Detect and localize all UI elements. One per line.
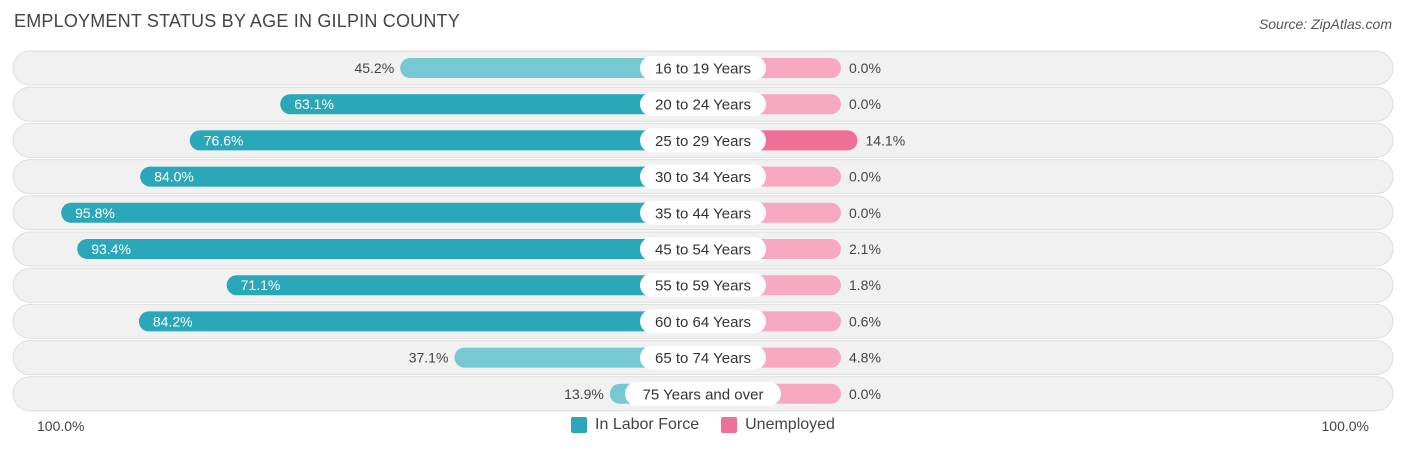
label-labor: 76.6% — [204, 132, 244, 148]
category-pill — [640, 309, 766, 334]
label-labor: 93.4% — [91, 241, 131, 257]
legend-label-labor: In Labor Force — [595, 416, 700, 433]
bar-labor — [454, 347, 703, 368]
label-unemployed: 0.0% — [849, 386, 881, 402]
category-label: 20 to 24 Years — [655, 97, 751, 114]
label-labor: 84.0% — [154, 169, 194, 185]
label-unemployed: 4.8% — [849, 350, 881, 366]
category-label: 60 to 64 Years — [655, 314, 751, 331]
category-pill — [640, 164, 766, 189]
category-label: 45 to 54 Years — [655, 242, 751, 259]
bar-labor — [226, 275, 703, 296]
category-pill — [640, 92, 766, 117]
label-unemployed: 2.1% — [849, 241, 881, 257]
bar-labor — [77, 239, 704, 259]
label-unemployed: 14.1% — [865, 132, 905, 148]
category-label: 25 to 29 Years — [655, 133, 751, 150]
axis-left-label: 100.0% — [37, 418, 85, 434]
category-pill — [640, 237, 766, 261]
source-label: Source: ZipAtlas.com — [1258, 16, 1392, 32]
label-labor: 71.1% — [241, 277, 281, 293]
bar-labor — [189, 130, 703, 151]
label-unemployed: 0.0% — [849, 205, 881, 221]
category-label: 35 to 44 Years — [655, 205, 751, 222]
category-pill — [640, 200, 766, 225]
legend-swatch-labor — [571, 417, 588, 433]
category-pill — [640, 56, 766, 80]
label-unemployed: 0.6% — [849, 313, 881, 329]
label-labor: 95.8% — [75, 205, 115, 221]
label-labor: 13.9% — [564, 386, 604, 402]
category-label: 55 to 59 Years — [655, 278, 751, 295]
axis-right-label: 100.0% — [1321, 418, 1369, 434]
category-label: 75 Years and over — [643, 386, 764, 403]
bar-labor — [138, 311, 704, 332]
category-pill — [640, 273, 766, 298]
category-pill — [625, 381, 781, 406]
label-unemployed: 0.0% — [849, 60, 881, 76]
label-unemployed: 0.0% — [849, 169, 881, 185]
label-labor: 84.2% — [153, 313, 193, 329]
category-label: 16 to 19 Years — [655, 61, 751, 78]
legend-label-unemployed: Unemployed — [745, 416, 835, 433]
label-labor: 45.2% — [354, 60, 394, 76]
bar-labor — [280, 94, 703, 115]
legend: In Labor Force Unemployed — [0, 416, 1406, 434]
category-label: 65 to 74 Years — [655, 350, 751, 367]
label-labor: 37.1% — [409, 350, 449, 366]
bar-labor — [140, 166, 703, 187]
category-pill — [640, 128, 766, 153]
legend-item-labor: In Labor Force — [571, 416, 699, 434]
category-label: 30 to 34 Years — [655, 169, 751, 186]
legend-item-unemployed: Unemployed — [721, 416, 835, 434]
label-unemployed: 1.8% — [849, 277, 881, 293]
bar-labor — [61, 202, 703, 223]
legend-swatch-unemployed — [721, 417, 738, 433]
chart-title: EMPLOYMENT STATUS BY AGE IN GILPIN COUNT… — [14, 11, 460, 31]
category-pill — [640, 345, 766, 370]
label-unemployed: 0.0% — [849, 96, 881, 112]
label-labor: 63.1% — [294, 96, 334, 112]
bar-labor — [400, 58, 703, 78]
